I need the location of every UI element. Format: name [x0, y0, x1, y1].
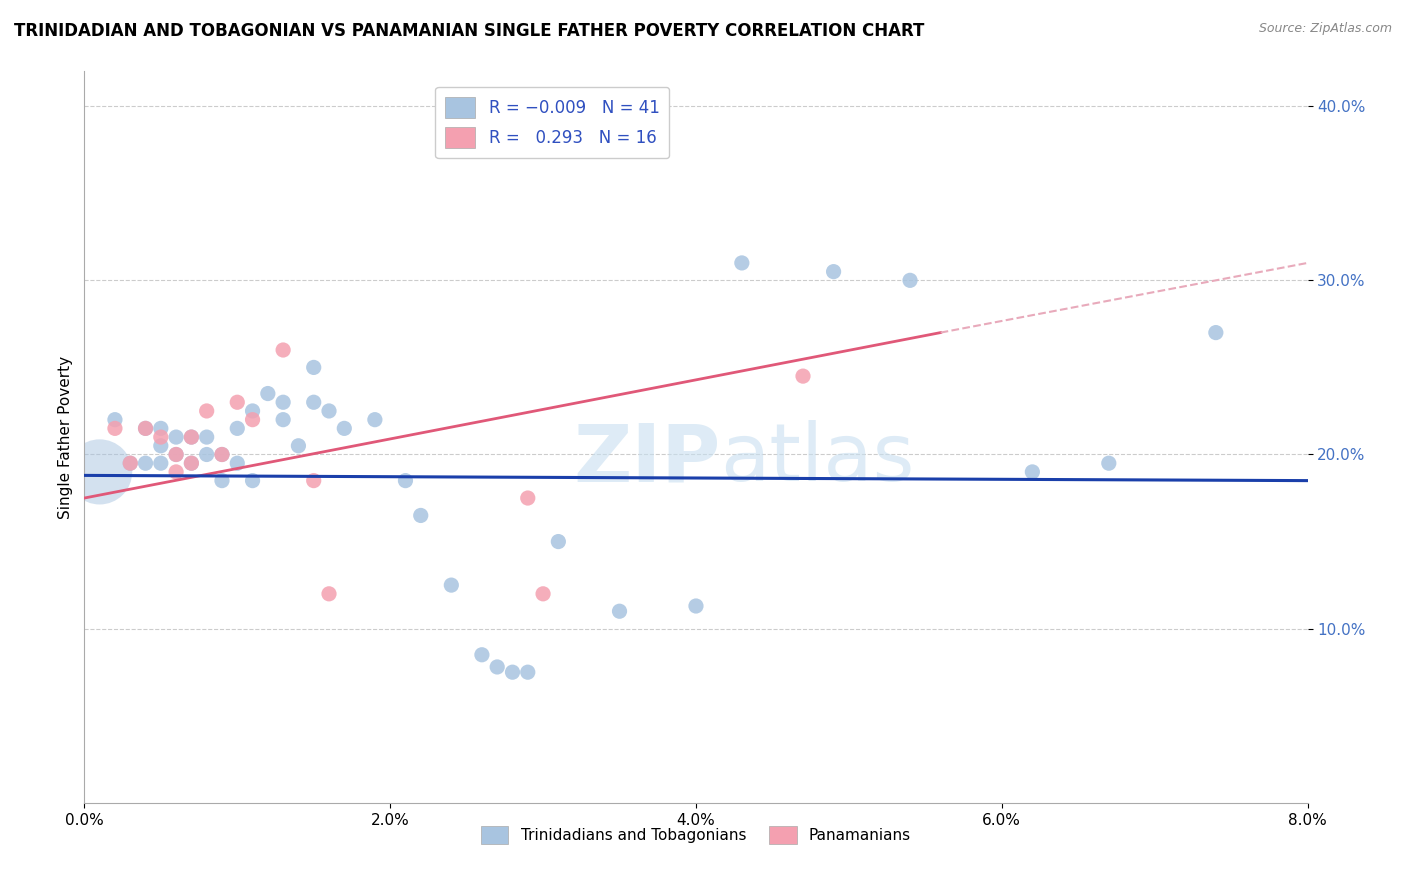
Point: [135, 421, 157, 435]
Point: [165, 430, 187, 444]
Point: [120, 456, 142, 470]
Point: [226, 395, 249, 409]
Point: [302, 395, 325, 409]
Point: [195, 448, 218, 462]
Point: [271, 395, 294, 409]
Point: [135, 421, 157, 435]
Point: [364, 412, 387, 426]
Point: [685, 599, 707, 613]
Point: [180, 430, 202, 444]
Point: [226, 421, 249, 435]
Point: [1021, 465, 1043, 479]
Point: [409, 508, 432, 523]
Y-axis label: Single Father Poverty: Single Father Poverty: [58, 356, 73, 518]
Point: [195, 430, 218, 444]
Point: [516, 665, 538, 680]
Point: [211, 448, 233, 462]
Point: [318, 404, 340, 418]
Point: [792, 369, 814, 384]
Point: [1205, 326, 1227, 340]
Point: [898, 273, 921, 287]
Point: [823, 265, 845, 279]
Point: [486, 660, 509, 674]
Point: [226, 456, 249, 470]
Point: [302, 360, 325, 375]
Point: [149, 439, 172, 453]
Text: ZIP: ZIP: [574, 420, 720, 498]
Point: [731, 256, 754, 270]
Point: [180, 430, 202, 444]
Point: [547, 534, 569, 549]
Point: [242, 474, 264, 488]
Legend: Trinidadians and Tobagonians, Panamanians: Trinidadians and Tobagonians, Panamanian…: [475, 820, 917, 850]
Point: [440, 578, 463, 592]
Point: [211, 448, 233, 462]
Point: [165, 465, 187, 479]
Point: [180, 456, 202, 470]
Point: [609, 604, 631, 618]
Point: [333, 421, 356, 435]
Point: [165, 448, 187, 462]
Point: [149, 430, 172, 444]
Point: [149, 456, 172, 470]
Point: [471, 648, 494, 662]
Point: [302, 474, 325, 488]
Point: [287, 439, 309, 453]
Point: [104, 412, 127, 426]
Point: [180, 456, 202, 470]
Point: [211, 474, 233, 488]
Point: [1098, 456, 1121, 470]
Point: [242, 404, 264, 418]
Point: [318, 587, 340, 601]
Point: [149, 421, 172, 435]
Point: [394, 474, 416, 488]
Point: [89, 465, 111, 479]
Text: TRINIDADIAN AND TOBAGONIAN VS PANAMANIAN SINGLE FATHER POVERTY CORRELATION CHART: TRINIDADIAN AND TOBAGONIAN VS PANAMANIAN…: [14, 22, 924, 40]
Point: [135, 456, 157, 470]
Point: [257, 386, 280, 401]
Point: [165, 448, 187, 462]
Point: [120, 456, 142, 470]
Point: [271, 343, 294, 357]
Point: [242, 412, 264, 426]
Point: [271, 412, 294, 426]
Point: [104, 421, 127, 435]
Point: [502, 665, 524, 680]
Text: atlas: atlas: [720, 420, 915, 498]
Point: [195, 404, 218, 418]
Point: [516, 491, 538, 505]
Point: [531, 587, 554, 601]
Text: Source: ZipAtlas.com: Source: ZipAtlas.com: [1258, 22, 1392, 36]
